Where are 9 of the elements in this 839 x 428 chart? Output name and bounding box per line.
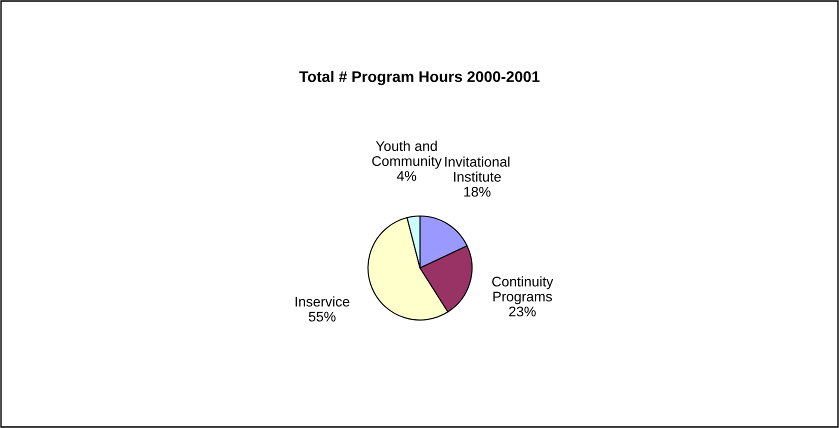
data-label: 4% xyxy=(396,171,416,181)
slice-label: Invitational Institute xyxy=(445,156,510,182)
data-label: 55% xyxy=(308,312,336,322)
slice-label: Continuity Programs xyxy=(492,276,554,304)
data-label: 23% xyxy=(509,306,536,316)
slice-label: Youth and Community xyxy=(372,140,442,169)
chart-title: Total # Program Hours 2000-2001 xyxy=(299,70,540,86)
slice-label: Inservice xyxy=(296,296,350,307)
data-label: 18% xyxy=(464,186,491,197)
